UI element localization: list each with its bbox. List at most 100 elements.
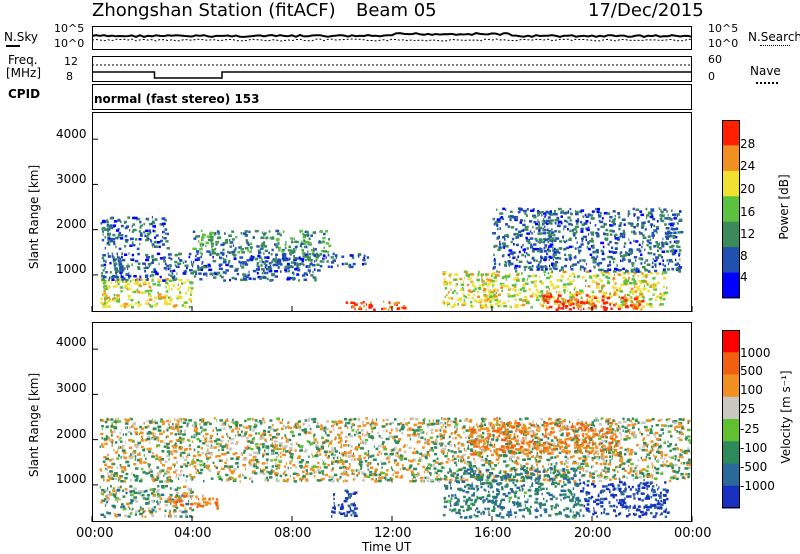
scatter-cell <box>541 214 543 217</box>
scatter-cell <box>325 256 327 259</box>
scatter-cell <box>279 233 282 237</box>
scatter-cell <box>293 425 298 429</box>
scatter-cell <box>132 278 135 282</box>
scatter-cell <box>309 258 313 262</box>
scatter-cell <box>540 265 544 269</box>
scatter-cell <box>596 234 600 238</box>
scatter-cell <box>134 458 136 461</box>
scatter-cell <box>579 444 584 448</box>
scatter-cell <box>317 254 320 257</box>
scatter-cell <box>618 431 622 435</box>
scatter-cell <box>135 238 138 241</box>
scatter-cell <box>618 216 621 219</box>
scatter-cell <box>447 421 449 424</box>
scatter-cell <box>545 221 547 225</box>
scatter-cell <box>548 221 552 225</box>
scatter-cell <box>230 430 234 433</box>
scatter-cell <box>559 240 563 243</box>
scatter-cell <box>194 275 197 278</box>
scatter-cell <box>567 216 571 219</box>
scatter-cell <box>644 449 649 452</box>
scatter-cell <box>422 465 425 469</box>
scatter-cell <box>593 453 595 456</box>
scatter-cell <box>179 447 183 451</box>
scatter-cell <box>635 240 639 243</box>
scatter-cell <box>143 497 145 500</box>
scatter-cell <box>487 283 490 286</box>
scatter-cell <box>168 511 171 515</box>
scatter-cell <box>109 298 111 301</box>
scatter-cell <box>209 253 212 256</box>
scatter-cell <box>550 228 553 231</box>
scatter-cell <box>189 507 192 510</box>
scatter-cell <box>651 462 653 466</box>
scatter-cell <box>636 267 638 270</box>
scatter-cell <box>687 472 691 476</box>
scatter-cell <box>274 462 277 466</box>
scatter-cell <box>687 447 690 450</box>
scatter-cell <box>573 228 577 231</box>
scatter-cell <box>592 259 595 262</box>
scatter-cell <box>274 275 278 278</box>
scatter-cell <box>201 451 204 455</box>
scatter-cell <box>182 272 187 275</box>
scatter-cell <box>243 232 247 235</box>
scatter-cell <box>117 260 122 263</box>
scatter-cell <box>192 454 197 458</box>
scatter-cell <box>655 226 659 229</box>
scatter-cell <box>100 297 103 300</box>
scatter-cell <box>531 447 534 451</box>
scatter-cell <box>478 270 480 274</box>
scatter-cell <box>144 234 146 237</box>
scatter-cell <box>582 215 585 218</box>
scatter-cell <box>153 506 157 509</box>
scatter-cell <box>648 298 651 301</box>
scatter-cell <box>660 210 664 214</box>
scatter-cell <box>678 455 682 459</box>
scatter-cell <box>587 242 589 246</box>
scatter-cell <box>302 423 304 426</box>
scatter-cell <box>372 473 377 476</box>
scatter-cell <box>549 275 551 278</box>
scatter-cell <box>225 238 228 242</box>
scatter-cell <box>323 250 327 253</box>
scatter-cell <box>571 272 576 276</box>
scatter-cell <box>595 281 598 285</box>
scatter-cell <box>132 423 136 426</box>
scatter-cell <box>488 462 491 466</box>
scatter-cell <box>339 451 341 455</box>
scatter-cell <box>616 427 621 430</box>
scatter-cell <box>688 463 692 466</box>
scatter-cell <box>197 268 201 271</box>
scatter-cell <box>497 419 499 423</box>
scatter-cell <box>107 238 109 242</box>
scatter-cell <box>589 303 594 306</box>
scatter-cell <box>645 274 648 277</box>
scatter-cell <box>120 224 124 228</box>
scatter-cell <box>558 451 562 455</box>
scatter-cell <box>153 240 157 244</box>
scatter-cell <box>649 223 654 226</box>
scatter-cell <box>439 434 444 438</box>
scatter-cell <box>323 450 328 453</box>
scatter-cell <box>524 228 529 231</box>
scatter-cell <box>204 437 208 440</box>
scatter-cell <box>585 279 587 282</box>
scatter-cell <box>530 455 534 458</box>
scatter-cell <box>367 450 370 453</box>
scatter-cell <box>220 243 225 247</box>
scatter-cell <box>296 273 300 276</box>
scatter-cell <box>623 231 626 235</box>
scatter-cell <box>575 440 579 444</box>
scatter-cell <box>297 263 301 266</box>
scatter-cell <box>542 305 544 309</box>
scatter-cell <box>598 300 601 304</box>
scatter-cell <box>201 262 203 265</box>
scatter-cell <box>516 462 520 466</box>
scatter-cell <box>604 468 608 471</box>
scatter-cell <box>582 443 585 446</box>
scatter-cell <box>452 420 456 424</box>
scatter-cell <box>168 296 171 299</box>
scatter-cell <box>254 419 258 422</box>
scatter-cell <box>131 263 133 266</box>
